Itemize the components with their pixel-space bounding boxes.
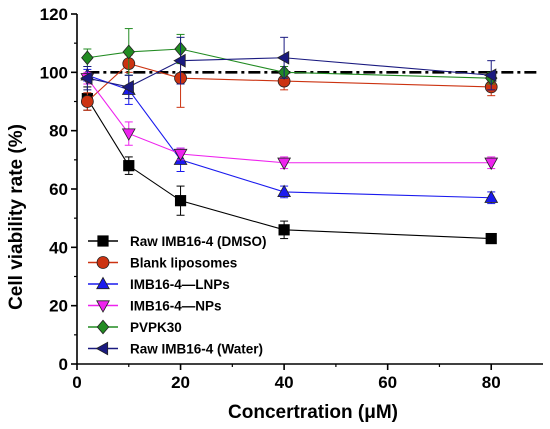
data-point	[277, 157, 292, 171]
y-tick-label: 120	[40, 5, 68, 24]
series-line	[86, 77, 492, 164]
legend-marker	[96, 300, 110, 313]
legend-item-5: Raw IMB16-4 (Water)	[88, 342, 263, 357]
data-point	[485, 232, 497, 245]
x-axis-title: Concertration (μM)	[228, 402, 398, 423]
data-point	[484, 157, 499, 171]
legend-label: Raw IMB16-4 (Water)	[130, 342, 263, 357]
series-2	[80, 67, 499, 205]
data-point	[276, 50, 290, 65]
series-3	[80, 71, 499, 171]
data-point	[81, 50, 94, 66]
x-tick-label: 20	[171, 373, 190, 392]
series-5	[80, 36, 497, 100]
legend-label: Raw IMB16-4 (DMSO)	[130, 234, 267, 249]
y-tick-label: 80	[49, 122, 68, 141]
data-point	[483, 68, 497, 83]
legend-label: PVPK30	[130, 320, 182, 335]
data-point	[80, 95, 94, 108]
legend-item-4: PVPK30	[88, 319, 182, 335]
y-tick-label: 100	[40, 63, 68, 82]
y-tick-label: 60	[49, 180, 68, 199]
legend-marker	[95, 341, 109, 356]
data-point	[121, 128, 136, 141]
legend-marker	[97, 235, 109, 247]
y-tick-label: 0	[59, 355, 68, 374]
axes: 0 20 40 60 80 100 120 0 20 40 60 80	[40, 5, 543, 392]
series-line	[87, 74, 492, 199]
legend-item-3: IMB16-4—NPs	[88, 299, 222, 314]
data-point	[80, 71, 93, 86]
legend-marker	[96, 319, 110, 335]
series-line	[86, 98, 492, 240]
legend-label: Blank liposomes	[130, 256, 237, 271]
data-point	[277, 184, 292, 197]
data-point	[484, 190, 499, 203]
data-point	[278, 224, 290, 236]
legend-marker	[96, 256, 110, 269]
x-tick-label: 0	[72, 373, 81, 392]
x-tick-label: 40	[275, 373, 294, 392]
data-point	[122, 44, 136, 60]
legend-label: IMB16-4—LNPs	[130, 277, 230, 292]
legend-item-2: IMB16-4—LNPs	[88, 276, 230, 292]
x-tick-label: 80	[482, 373, 501, 392]
legend-marker	[96, 276, 110, 290]
series-4	[81, 28, 498, 86]
legend-label: IMB16-4—NPs	[130, 299, 222, 314]
legend-item-1: Blank liposomes	[88, 256, 237, 271]
series-line	[87, 48, 492, 79]
legend: Raw IMB16-4 (DMSO) Blank liposomes IMB16-4…	[88, 234, 267, 357]
data-point	[173, 53, 186, 68]
data-point	[174, 195, 187, 207]
plot-area	[80, 28, 537, 245]
y-tick-label: 20	[49, 297, 68, 316]
x-tick-label: 60	[378, 373, 397, 392]
y-axis-title: Cell viability rate (%)	[6, 124, 27, 310]
data-point	[173, 148, 188, 162]
y-tick-label: 40	[49, 238, 68, 257]
data-point	[121, 79, 134, 94]
legend-item-0: Raw IMB16-4 (DMSO)	[88, 234, 267, 249]
data-point	[123, 160, 135, 172]
